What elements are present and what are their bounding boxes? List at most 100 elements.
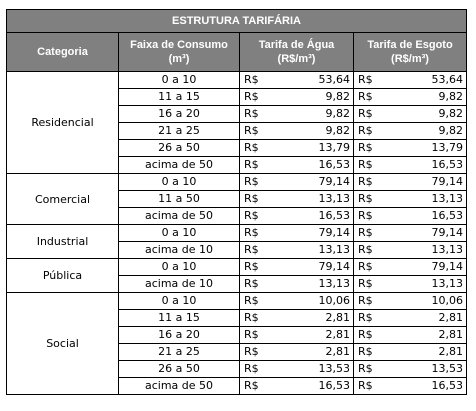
faixa-cell: acima de 10 (118, 241, 240, 259)
faixa-cell: acima de 50 (118, 377, 240, 395)
agua-tariff-value: R$ 16,53 (240, 158, 353, 172)
faixa-cell: 11 a 50 (118, 190, 240, 208)
agua-tariff-value: R$ 2,81 (240, 328, 353, 342)
agua-amount: 9,82 (325, 124, 351, 137)
faixa-cell: 16 a 20 (118, 326, 240, 344)
esgoto-amount: 16,53 (431, 158, 464, 171)
currency-symbol: R$ (244, 379, 259, 392)
currency-symbol: R$ (244, 345, 259, 358)
esgoto-tariff-value: R$ 16,53 (354, 379, 466, 393)
agua-amount: 13,13 (318, 243, 351, 256)
agua-tariff-value: R$ 9,82 (240, 124, 353, 138)
esgoto-tariff-value: R$ 2,81 (354, 328, 466, 342)
esgoto-tariff-cell: R$ 9,82 (353, 122, 467, 140)
table-row: 26 a 50 R$ 13,79 R$ 13,79 (7, 139, 467, 157)
esgoto-tariff-value: R$ 79,14 (354, 260, 466, 274)
faixa-cell: 0 a 10 (118, 71, 240, 89)
table-row: 21 a 25 R$ 2,81 R$ 2,81 (7, 343, 467, 361)
header-row: Categoria Faixa de Consumo (m³) Tarifa d… (6, 32, 467, 72)
agua-tariff-value: R$ 79,14 (240, 175, 353, 189)
currency-symbol: R$ (244, 124, 259, 137)
header-agua-line1: Tarifa de Água (258, 39, 335, 51)
currency-symbol: R$ (358, 294, 373, 307)
agua-tariff-cell: R$ 13,53 (239, 360, 354, 378)
currency-symbol: R$ (358, 379, 373, 392)
esgoto-amount: 13,13 (431, 192, 464, 205)
agua-tariff-cell: R$ 79,14 (239, 224, 354, 242)
esgoto-tariff-cell: R$ 13,53 (353, 360, 467, 378)
currency-symbol: R$ (244, 362, 259, 375)
currency-symbol: R$ (358, 175, 373, 188)
header-esgoto-line2: (R$/m³) (391, 53, 429, 65)
agua-tariff-cell: R$ 13,79 (239, 139, 354, 157)
agua-tariff-cell: R$ 13,13 (239, 190, 354, 208)
agua-tariff-value: R$ 16,53 (240, 379, 353, 393)
agua-tariff-value: R$ 10,06 (240, 294, 353, 308)
agua-tariff-value: R$ 13,13 (240, 243, 353, 257)
category-cell: Pública (6, 258, 119, 293)
esgoto-tariff-cell: R$ 10,06 (353, 292, 467, 310)
esgoto-tariff-cell: R$ 79,14 (353, 258, 467, 276)
esgoto-tariff-value: R$ 13,13 (354, 277, 466, 291)
esgoto-amount: 2,81 (438, 328, 464, 341)
currency-symbol: R$ (358, 243, 373, 256)
esgoto-tariff-value: R$ 9,82 (354, 90, 466, 104)
currency-symbol: R$ (244, 141, 259, 154)
agua-tariff-value: R$ 13,13 (240, 192, 353, 206)
agua-tariff-cell: R$ 16,53 (239, 156, 354, 174)
esgoto-tariff-value: R$ 53,64 (354, 73, 466, 87)
currency-symbol: R$ (358, 124, 373, 137)
currency-symbol: R$ (244, 311, 259, 324)
currency-symbol: R$ (244, 277, 259, 290)
header-categoria: Categoria (6, 32, 119, 72)
table-row: acima de 10 R$ 13,13 R$ 13,13 (7, 241, 467, 259)
table-row: acima de 50 R$ 16,53 R$ 16,53 (7, 377, 467, 395)
currency-symbol: R$ (358, 277, 373, 290)
agua-tariff-value: R$ 13,13 (240, 277, 353, 291)
esgoto-tariff-value: R$ 10,06 (354, 294, 466, 308)
currency-symbol: R$ (358, 328, 373, 341)
esgoto-amount: 53,64 (431, 73, 464, 86)
faixa-cell: acima de 50 (118, 207, 240, 225)
esgoto-amount: 9,82 (438, 90, 464, 103)
agua-tariff-value: R$ 13,53 (240, 362, 353, 376)
esgoto-amount: 16,53 (431, 379, 464, 392)
agua-tariff-value: R$ 13,79 (240, 141, 353, 155)
faixa-cell: 0 a 10 (118, 258, 240, 276)
header-agua: Tarifa de Água (R$/m³) (239, 32, 354, 72)
agua-tariff-cell: R$ 16,53 (239, 377, 354, 395)
agua-tariff-value: R$ 2,81 (240, 345, 353, 359)
tariff-body: Residencial 0 a 10 R$ 53,64 R$ 53,64 11 a 15 R$… (6, 71, 467, 395)
esgoto-tariff-value: R$ 13,53 (354, 362, 466, 376)
currency-symbol: R$ (358, 73, 373, 86)
agua-amount: 13,13 (318, 192, 351, 205)
esgoto-tariff-value: R$ 9,82 (354, 107, 466, 121)
currency-symbol: R$ (358, 345, 373, 358)
currency-symbol: R$ (358, 90, 373, 103)
agua-amount: 16,53 (318, 158, 351, 171)
agua-amount: 79,14 (318, 260, 351, 273)
agua-amount: 13,53 (318, 362, 351, 375)
agua-amount: 16,53 (318, 209, 351, 222)
currency-symbol: R$ (244, 226, 259, 239)
esgoto-amount: 79,14 (431, 226, 464, 239)
faixa-cell: 21 a 25 (118, 122, 240, 140)
agua-amount: 53,64 (318, 73, 351, 86)
esgoto-tariff-value: R$ 16,53 (354, 158, 466, 172)
table-row: Social 0 a 10 R$ 10,06 R$ 10,06 (6, 292, 467, 395)
esgoto-amount: 2,81 (438, 345, 464, 358)
agua-amount: 9,82 (325, 90, 351, 103)
esgoto-amount: 13,13 (431, 243, 464, 256)
currency-symbol: R$ (358, 209, 373, 222)
esgoto-tariff-cell: R$ 2,81 (353, 309, 467, 327)
faixa-cell: 11 a 15 (118, 309, 240, 327)
currency-symbol: R$ (244, 107, 259, 120)
agua-tariff-cell: R$ 16,53 (239, 207, 354, 225)
table-row: Comercial 0 a 10 R$ 79,14 R$ 79,14 (6, 173, 467, 225)
title-row: ESTRUTURA TARIFÁRIA (6, 9, 467, 33)
esgoto-tariff-cell: R$ 2,81 (353, 343, 467, 361)
faixa-cell: 26 a 50 (118, 360, 240, 378)
currency-symbol: R$ (358, 260, 373, 273)
faixa-cell: 11 a 15 (118, 88, 240, 106)
currency-symbol: R$ (358, 311, 373, 324)
